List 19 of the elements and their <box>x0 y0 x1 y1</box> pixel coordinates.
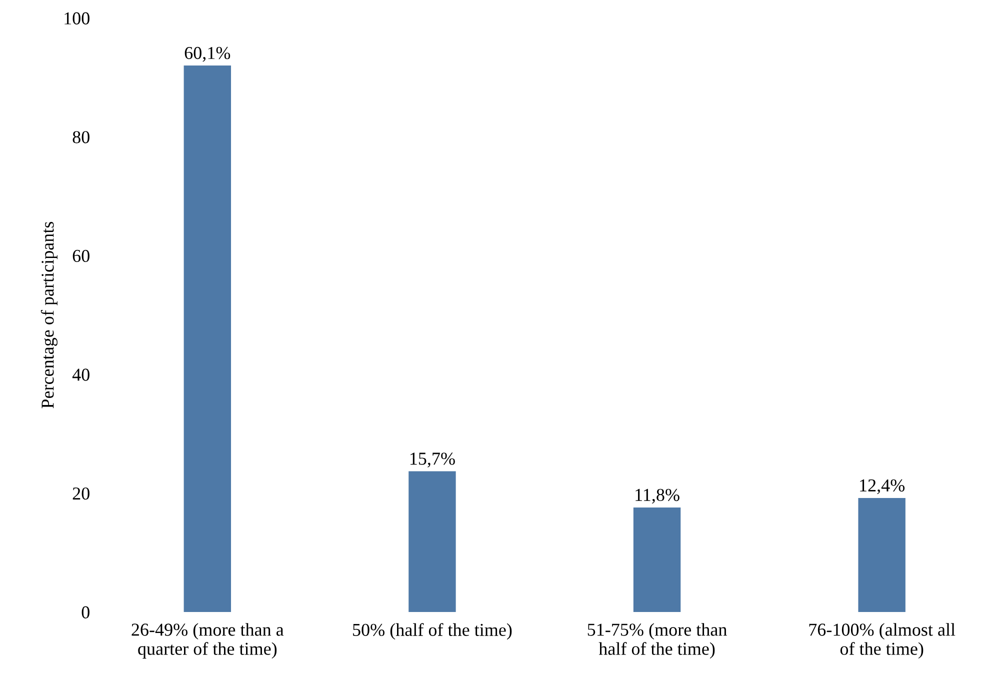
y-axis-title: Percentage of participants <box>40 222 58 408</box>
y-tick-label: 60 <box>72 250 90 262</box>
y-tick-label: 20 <box>72 487 90 500</box>
y-tick-label: 100 <box>64 12 90 24</box>
x-tick-label: 51-75% (more than half of the time) <box>588 623 727 659</box>
x-tick-label: 50% (half of the time) <box>353 623 512 640</box>
annotation: 60,1% <box>184 46 230 62</box>
y-tick-label: 40 <box>72 368 90 381</box>
x-tick-label: 76-100% (almost all of the time) <box>809 623 956 659</box>
x-tick-label: 26-49% (more than a quarter of the time) <box>132 623 284 659</box>
annotation: 15,7% <box>410 452 455 468</box>
bar <box>184 66 232 612</box>
y-tick-label: 0 <box>82 606 90 618</box>
annotation: 11,8% <box>636 488 680 504</box>
annotation: 12,4% <box>860 479 905 494</box>
y-tick-label: 80 <box>72 131 90 144</box>
bar <box>858 498 906 612</box>
bar <box>633 507 681 612</box>
bar <box>408 471 456 612</box>
